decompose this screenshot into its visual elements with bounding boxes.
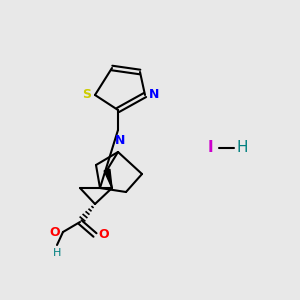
Polygon shape: [104, 169, 112, 188]
Text: H: H: [53, 248, 61, 258]
Text: I: I: [207, 140, 213, 155]
Text: N: N: [115, 134, 125, 147]
Text: S: S: [82, 88, 91, 101]
Text: N: N: [149, 88, 159, 101]
Text: O: O: [98, 229, 109, 242]
Text: O: O: [50, 226, 60, 238]
Text: H: H: [236, 140, 248, 155]
